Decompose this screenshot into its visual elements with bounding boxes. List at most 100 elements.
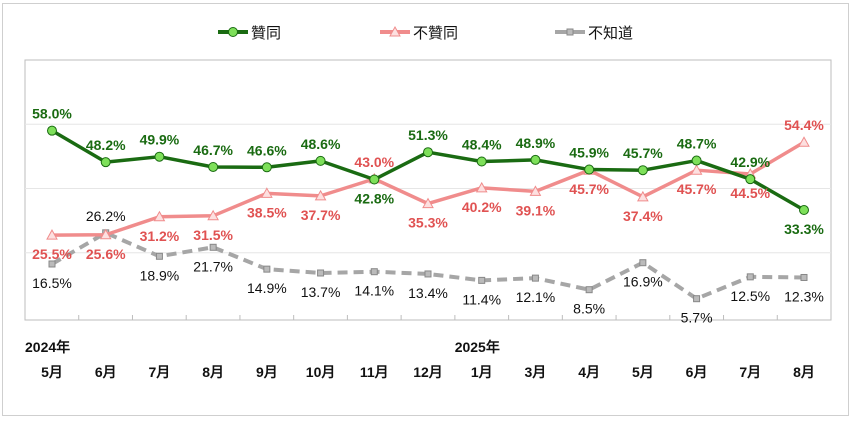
year-label: 2025年 xyxy=(455,339,500,355)
data-label: 51.3% xyxy=(408,127,448,143)
data-point xyxy=(100,157,111,168)
data-label: 48.9% xyxy=(516,135,556,151)
legend-marker xyxy=(389,25,401,37)
data-label: 31.2% xyxy=(140,228,180,244)
data-point xyxy=(155,252,163,260)
data-label: 39.1% xyxy=(516,202,556,218)
data-label: 21.7% xyxy=(193,258,233,274)
legend-label: 不贊同 xyxy=(413,25,458,42)
x-tick-label: 5月 xyxy=(632,364,654,380)
legend-label: 贊同 xyxy=(251,25,281,42)
data-point xyxy=(263,265,271,273)
data-label: 8.5% xyxy=(573,301,605,317)
data-label: 18.9% xyxy=(140,267,180,283)
legend-label: 不知道 xyxy=(588,25,633,42)
x-tick-label: 6月 xyxy=(95,364,117,380)
data-label: 40.2% xyxy=(462,199,502,215)
data-point xyxy=(745,174,756,185)
data-label: 25.5% xyxy=(32,246,72,262)
data-point xyxy=(531,274,539,282)
data-point xyxy=(693,295,701,303)
data-point xyxy=(369,174,380,185)
data-point xyxy=(99,228,112,240)
data-point xyxy=(47,125,57,136)
legend-item: 不知道 xyxy=(555,25,633,42)
series-markers xyxy=(47,125,809,216)
data-point xyxy=(315,155,326,166)
data-point xyxy=(691,155,702,166)
data-point xyxy=(529,185,542,196)
data-point xyxy=(154,151,165,162)
data-label: 33.3% xyxy=(784,221,824,237)
x-tick-label: 1月 xyxy=(471,364,493,380)
data-point xyxy=(478,276,486,284)
series-markers xyxy=(48,229,808,303)
legend-marker xyxy=(228,27,238,37)
data-label: 46.6% xyxy=(247,142,287,158)
data-label: 16.9% xyxy=(623,274,663,290)
data-point xyxy=(209,243,217,251)
data-point xyxy=(46,229,58,240)
data-label: 45.7% xyxy=(677,181,717,197)
data-label: 26.2% xyxy=(86,208,126,224)
x-tick-label: 7月 xyxy=(739,364,761,380)
year-label: 2024年 xyxy=(25,339,70,355)
data-point xyxy=(798,136,810,147)
data-label: 44.5% xyxy=(730,185,770,201)
data-point xyxy=(637,190,649,202)
data-point xyxy=(153,210,166,222)
data-label: 45.7% xyxy=(569,181,609,197)
data-label: 46.7% xyxy=(193,142,233,158)
x-tick-label: 7月 xyxy=(149,364,171,380)
data-label: 45.7% xyxy=(623,145,663,161)
data-label: 13.4% xyxy=(408,285,448,301)
data-label: 37.4% xyxy=(623,208,663,224)
data-label: 13.7% xyxy=(301,284,341,300)
data-point xyxy=(314,189,327,201)
data-point xyxy=(48,260,56,268)
data-label: 49.9% xyxy=(140,132,180,148)
x-tick-label: 8月 xyxy=(793,364,815,380)
data-point xyxy=(422,197,434,209)
legend-item: 不贊同 xyxy=(380,25,458,42)
data-label: 12.1% xyxy=(516,289,556,305)
data-label: 42.9% xyxy=(730,154,770,170)
legend-item: 贊同 xyxy=(218,25,281,42)
data-point xyxy=(746,273,754,281)
data-label: 42.8% xyxy=(354,191,394,207)
data-point xyxy=(317,269,325,277)
data-label: 43.0% xyxy=(354,154,394,170)
data-point xyxy=(424,270,432,278)
data-point xyxy=(584,164,595,175)
data-label: 45.9% xyxy=(569,145,609,161)
x-tick-label: 9月 xyxy=(256,364,278,380)
data-label: 14.1% xyxy=(354,283,394,299)
data-label: 12.3% xyxy=(784,288,824,304)
data-label: 48.4% xyxy=(462,137,502,153)
data-point xyxy=(208,161,219,172)
data-point xyxy=(530,154,541,165)
data-label: 48.7% xyxy=(677,136,717,152)
data-point xyxy=(476,156,487,167)
data-label: 14.9% xyxy=(247,280,287,296)
x-tick-label: 6月 xyxy=(686,364,708,380)
data-point xyxy=(207,209,219,221)
data-label: 48.2% xyxy=(86,137,126,153)
data-label: 25.6% xyxy=(86,246,126,262)
data-label: 35.3% xyxy=(408,215,448,231)
data-point xyxy=(690,164,703,175)
data-point xyxy=(370,268,378,276)
x-tick-label: 12月 xyxy=(413,364,443,380)
data-label: 5.7% xyxy=(681,310,713,326)
series-line xyxy=(50,230,805,301)
data-point xyxy=(637,165,648,176)
data-point xyxy=(423,147,433,158)
data-point xyxy=(799,205,809,216)
legend-marker xyxy=(566,28,574,36)
data-label: 54.4% xyxy=(784,117,824,133)
x-tick-label: 3月 xyxy=(525,364,547,380)
data-label: 31.5% xyxy=(193,227,233,243)
data-label: 37.7% xyxy=(301,207,341,223)
data-point xyxy=(261,162,272,173)
